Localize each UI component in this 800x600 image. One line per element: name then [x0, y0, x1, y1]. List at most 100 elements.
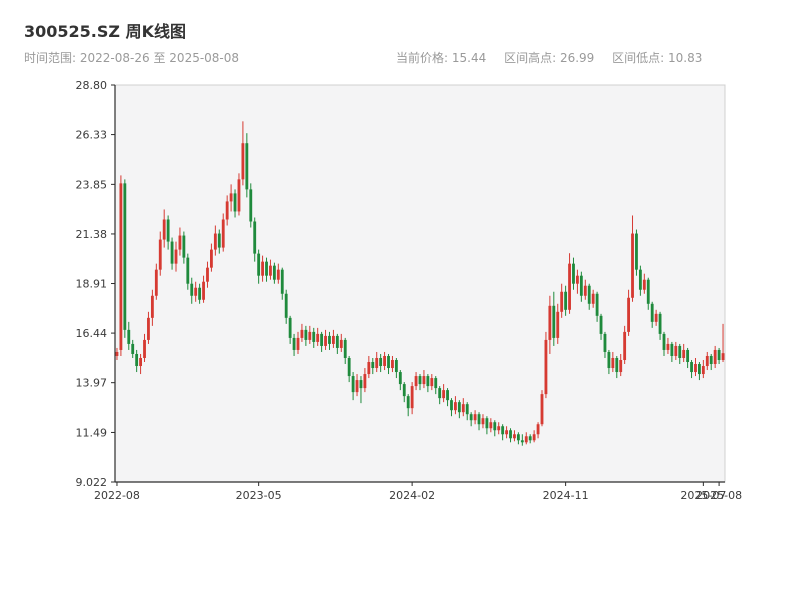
candle-body: [213, 233, 217, 250]
candle-body: [210, 249, 213, 268]
candle-body: [623, 331, 627, 360]
candle-body: [402, 384, 406, 397]
time-range: 时间范围: 2022-08-26 至 2025-08-08: [24, 49, 239, 66]
time-range-label: 时间范围:: [24, 51, 77, 65]
y-tick-label: 13.97: [76, 377, 108, 390]
candle-body: [186, 257, 190, 284]
candle-body: [701, 366, 705, 375]
candle-body: [147, 317, 150, 340]
candle-body: [162, 219, 166, 240]
candle-body: [493, 422, 497, 431]
candle-body: [698, 364, 701, 375]
candle-body: [457, 402, 461, 413]
candle-body: [139, 357, 142, 367]
candle-body: [355, 380, 359, 393]
candle-body: [119, 183, 123, 350]
x-tick-label: 2024-02: [389, 489, 435, 502]
y-tick-label: 11.49: [76, 426, 108, 439]
candle-body: [229, 193, 233, 202]
candle-body: [115, 351, 119, 356]
candle-body: [202, 281, 205, 300]
candle-body: [225, 201, 229, 220]
candle-body: [343, 339, 347, 358]
candle-body: [513, 434, 516, 439]
candle-body: [670, 343, 674, 356]
candle-body: [135, 353, 139, 367]
candle-body: [654, 313, 658, 322]
candle-body: [556, 311, 560, 338]
candle-body: [288, 317, 292, 338]
candle-body: [635, 233, 638, 270]
y-tick-label: 26.33: [76, 129, 108, 142]
candle-body: [505, 430, 508, 435]
candle-body: [576, 275, 579, 284]
candle-body: [394, 359, 398, 373]
candle-body: [579, 275, 583, 296]
candle-body: [564, 291, 568, 310]
candle-body: [347, 357, 351, 377]
candle-body: [560, 291, 564, 312]
candle-body: [363, 374, 367, 389]
time-range-start: 2022-08-26: [79, 51, 150, 65]
range-low-value: 10.83: [668, 51, 703, 65]
candle-body: [552, 305, 556, 338]
candle-body: [335, 335, 339, 348]
candle-body: [638, 269, 642, 290]
candle-body: [544, 339, 548, 395]
candle-body: [532, 434, 536, 441]
candle-body: [257, 253, 261, 276]
candle-body: [198, 287, 202, 300]
candle-body: [383, 355, 386, 367]
candle-body: [272, 265, 276, 280]
candle-body: [166, 219, 170, 242]
candle-body: [127, 329, 131, 344]
candle-body: [253, 221, 257, 254]
y-tick-label: 18.91: [76, 278, 108, 291]
candle-body: [469, 414, 473, 421]
y-tick-label: 9.022: [76, 476, 108, 489]
candle-body: [410, 386, 414, 409]
range-high-value: 26.99: [559, 51, 595, 65]
x-tick-label: 2022-08: [94, 489, 140, 502]
candle-body: [465, 404, 469, 415]
x-axis: 2022-08 2023-05 2024-02 2024-11 2025-072025-…: [94, 482, 742, 502]
candle-body: [717, 349, 721, 360]
candle-body: [304, 329, 308, 340]
current-price-stat: 当前价格: 15.44: [396, 51, 490, 65]
time-range-end: 2025-08-08: [169, 51, 240, 65]
candle-body: [705, 355, 709, 367]
candle-body: [367, 362, 371, 375]
candle-body: [485, 418, 489, 429]
candle-body: [568, 263, 571, 310]
candle-body: [540, 394, 544, 425]
candle-body: [418, 376, 422, 385]
candle-body: [123, 183, 127, 330]
candle-body: [611, 357, 615, 369]
candle-body: [587, 285, 591, 304]
candle-body: [296, 337, 300, 350]
candle-body: [261, 261, 264, 276]
candle-body: [627, 297, 630, 332]
current-price-label: 当前价格:: [396, 51, 449, 65]
x-tick-label: 2023-05: [236, 489, 282, 502]
candle-body: [324, 335, 327, 346]
candle-body: [548, 305, 552, 340]
candle-body: [150, 295, 154, 318]
candle-body: [206, 267, 209, 282]
candle-body: [489, 422, 493, 429]
y-tick-label: 21.38: [76, 228, 108, 241]
candle-body: [713, 349, 717, 365]
candle-body: [178, 235, 182, 250]
candle-body: [265, 261, 268, 276]
candle-body: [497, 426, 501, 431]
candle-body: [375, 357, 379, 369]
candle-body: [591, 293, 595, 304]
candle-body: [599, 315, 603, 334]
y-axis: 28.80 26.33 23.85 21.38 18.91 16.44 13.97 11.49…: [76, 79, 115, 489]
candle-body: [292, 337, 296, 350]
candle-body: [182, 235, 186, 258]
y-tick-label: 16.44: [76, 327, 108, 340]
candle-body: [320, 333, 324, 346]
